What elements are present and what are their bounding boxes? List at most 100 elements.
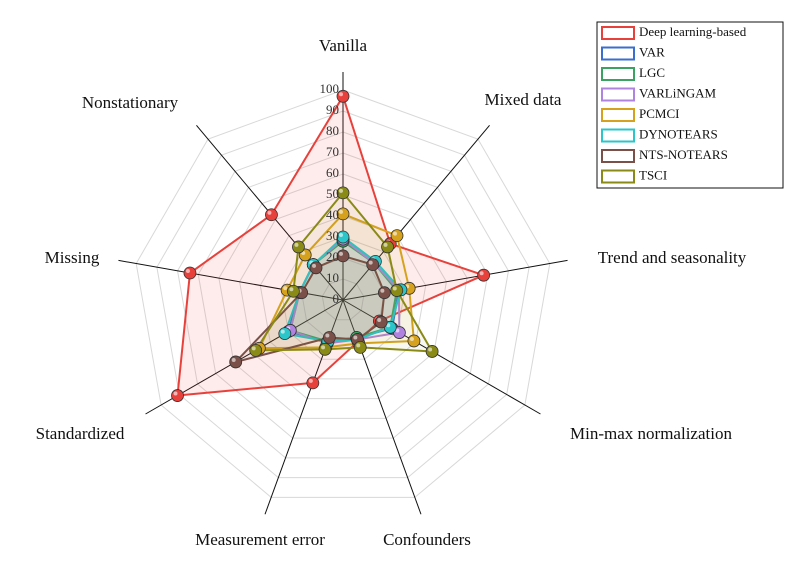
legend-label: TSCI bbox=[639, 167, 667, 182]
legend-swatch bbox=[601, 67, 635, 81]
tick-label: 50 bbox=[326, 186, 339, 201]
data-point bbox=[286, 284, 300, 298]
legend-label: PCMCI bbox=[639, 106, 679, 121]
tick-label: 20 bbox=[326, 249, 339, 264]
grid-line bbox=[218, 173, 468, 419]
point-highlight bbox=[321, 345, 326, 350]
legend-swatch bbox=[601, 128, 635, 143]
legend-swatch bbox=[601, 108, 635, 122]
legend-label: DYNOTEARS bbox=[639, 126, 718, 141]
point-highlight bbox=[231, 357, 236, 362]
point-highlight bbox=[395, 328, 400, 333]
point-highlight bbox=[409, 336, 414, 341]
legend-swatch bbox=[601, 46, 635, 61]
data-point bbox=[381, 240, 394, 254]
point-highlight bbox=[392, 231, 397, 236]
legend-box bbox=[596, 21, 784, 189]
data-point bbox=[390, 229, 404, 243]
tick-label: 40 bbox=[326, 207, 339, 222]
category-label: Nonstationary bbox=[82, 93, 179, 112]
grid-line bbox=[280, 236, 406, 360]
category-label: Measurement error bbox=[195, 530, 325, 549]
data-point bbox=[353, 340, 367, 354]
point-highlight bbox=[325, 333, 330, 338]
data-point bbox=[425, 345, 439, 358]
point-highlight bbox=[353, 335, 358, 340]
data-point bbox=[249, 343, 263, 357]
data-point bbox=[366, 258, 380, 272]
data-point bbox=[265, 208, 278, 222]
series-area bbox=[234, 254, 386, 363]
axis-line bbox=[342, 125, 490, 301]
legend-swatch bbox=[601, 169, 635, 184]
series-area bbox=[254, 191, 434, 353]
grid-line bbox=[156, 110, 530, 479]
legend-label: LGC bbox=[639, 65, 665, 80]
tick-label: 0 bbox=[333, 291, 340, 306]
tick-label: 10 bbox=[326, 270, 339, 285]
tick-label: 100 bbox=[320, 81, 340, 96]
data-point bbox=[477, 268, 491, 282]
legend-label: Deep learning-based bbox=[639, 24, 747, 39]
point-highlight bbox=[339, 209, 343, 214]
point-highlight bbox=[339, 92, 343, 97]
data-point bbox=[278, 327, 292, 341]
grid-line bbox=[321, 278, 365, 321]
point-highlight bbox=[356, 343, 361, 348]
grid-line bbox=[197, 152, 489, 439]
data-point bbox=[183, 266, 197, 280]
data-point bbox=[229, 355, 243, 369]
point-highlight bbox=[280, 329, 285, 334]
legend-label: VARLiNGAM bbox=[639, 85, 716, 100]
category-label: Standardized bbox=[36, 424, 125, 443]
category-label: Missing bbox=[45, 248, 100, 267]
point-highlight bbox=[368, 260, 373, 265]
category-label: Vanilla bbox=[319, 36, 368, 55]
point-highlight bbox=[312, 263, 317, 268]
point-highlight bbox=[294, 242, 299, 247]
category-label: Min-max normalization bbox=[570, 424, 732, 443]
tick-label: 30 bbox=[326, 228, 339, 243]
data-point bbox=[374, 315, 388, 329]
grid-line bbox=[135, 89, 551, 498]
category-label: Mixed data bbox=[485, 90, 562, 109]
legend-swatch bbox=[601, 87, 635, 102]
data-point bbox=[318, 342, 332, 356]
point-highlight bbox=[383, 242, 388, 247]
point-highlight bbox=[173, 391, 178, 396]
tick-label: 80 bbox=[326, 123, 339, 138]
data-point bbox=[309, 261, 323, 275]
data-point bbox=[390, 284, 404, 297]
tick-label: 90 bbox=[326, 102, 339, 117]
point-highlight bbox=[380, 288, 385, 293]
point-highlight bbox=[392, 286, 397, 291]
grid-line bbox=[259, 215, 427, 380]
point-highlight bbox=[283, 286, 288, 291]
legend-label: VAR bbox=[639, 44, 665, 59]
data-point bbox=[171, 389, 184, 402]
point-highlight bbox=[267, 210, 272, 215]
data-point bbox=[306, 376, 320, 390]
tick-label: 60 bbox=[326, 165, 339, 180]
category-label: Confounders bbox=[383, 530, 471, 549]
data-point bbox=[322, 331, 336, 344]
point-highlight bbox=[308, 378, 313, 383]
point-highlight bbox=[289, 287, 294, 292]
point-highlight bbox=[479, 271, 484, 276]
point-highlight bbox=[386, 323, 391, 328]
point-highlight bbox=[428, 347, 433, 352]
data-point bbox=[407, 334, 421, 348]
point-highlight bbox=[339, 188, 343, 193]
point-highlight bbox=[339, 233, 343, 237]
tick-label: 70 bbox=[326, 144, 339, 159]
grid-line bbox=[177, 131, 509, 459]
category-label: Trend and seasonality bbox=[598, 248, 747, 267]
series-area bbox=[176, 95, 485, 397]
point-highlight bbox=[251, 346, 256, 351]
grid-line bbox=[239, 194, 447, 400]
legend-swatch bbox=[601, 149, 635, 163]
point-highlight bbox=[339, 251, 343, 256]
data-point bbox=[292, 240, 305, 254]
data-point bbox=[377, 286, 391, 300]
